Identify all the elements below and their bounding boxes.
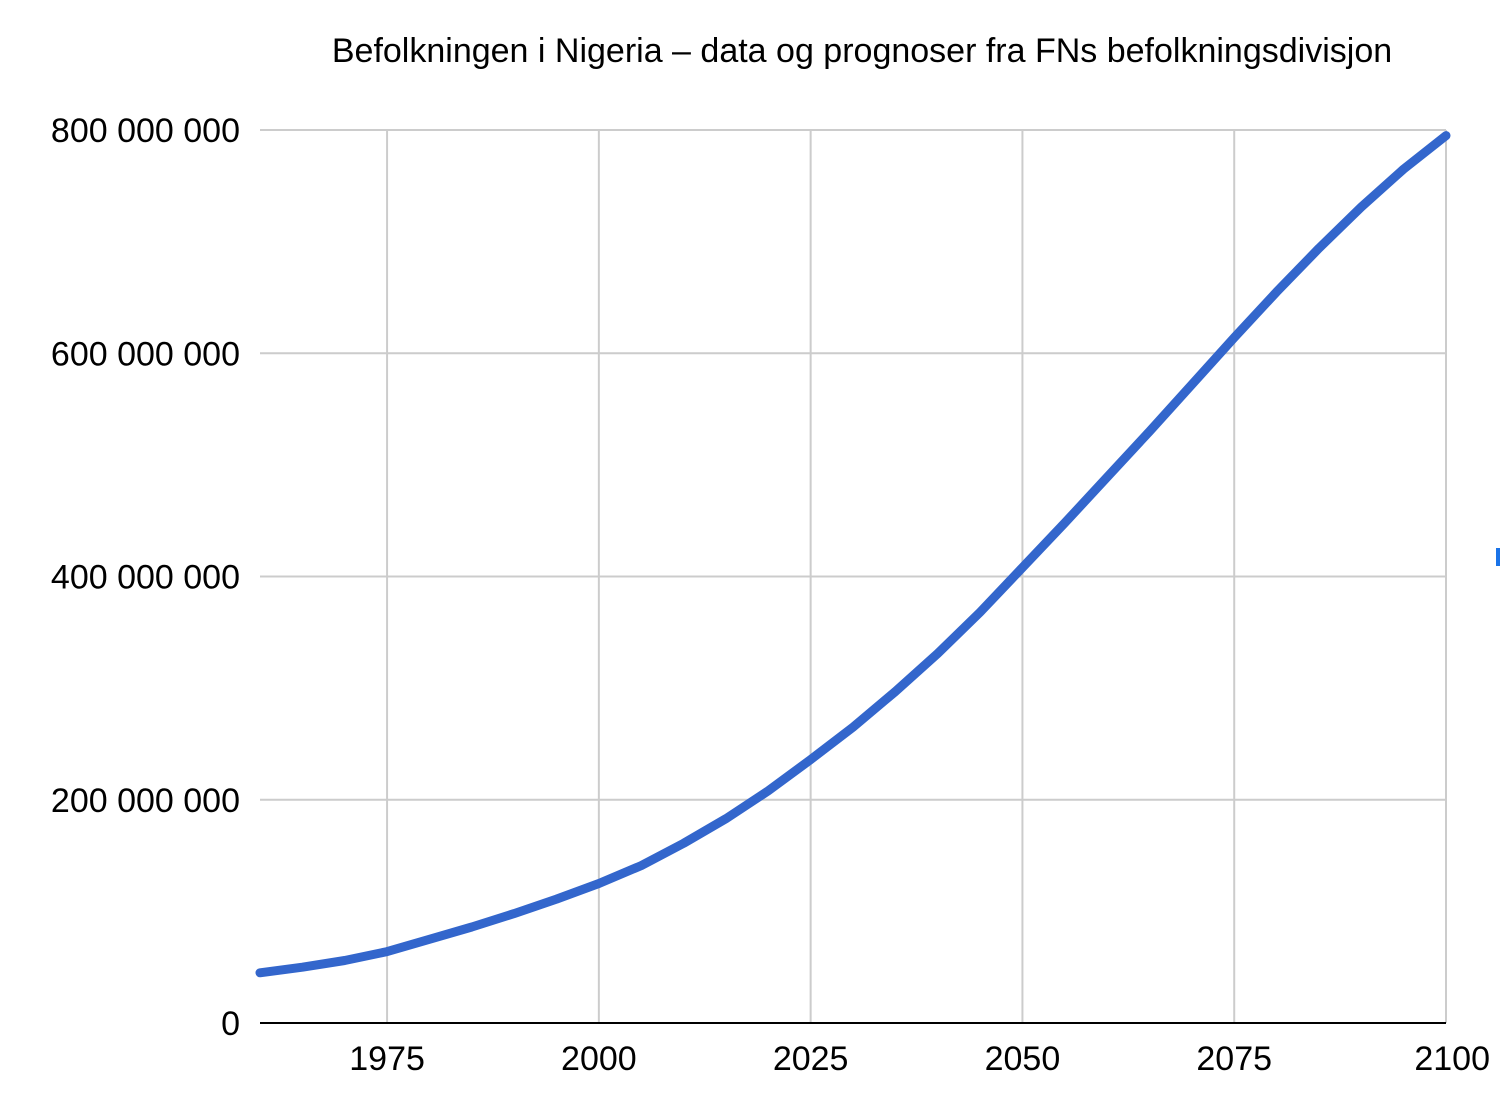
y-tick-label: 200 000 000 <box>51 782 240 820</box>
x-tick-label: 2000 <box>561 1040 637 1078</box>
grid <box>260 129 1447 1023</box>
chart-title: Befolkningen i Nigeria – data og prognos… <box>332 32 1392 70</box>
y-tick-label: 800 000 000 <box>51 112 240 150</box>
edge-marker <box>1496 548 1500 566</box>
x-tick-label: 1975 <box>349 1040 425 1078</box>
x-tick-label: 2050 <box>985 1040 1061 1078</box>
y-tick-label: 600 000 000 <box>51 335 240 373</box>
population-line <box>255 131 1451 978</box>
y-tick-label: 0 <box>221 1005 240 1043</box>
x-tick-label: 2075 <box>1196 1040 1272 1078</box>
x-tick-label: 2100 <box>1414 1040 1490 1078</box>
y-tick-label: 400 000 000 <box>51 559 240 597</box>
series-layer <box>255 131 1451 978</box>
tick-labels: 0 200 000 000 400 000 000 600 000 000 800 00… <box>51 112 1490 1078</box>
x-tick-label: 2025 <box>773 1040 849 1078</box>
